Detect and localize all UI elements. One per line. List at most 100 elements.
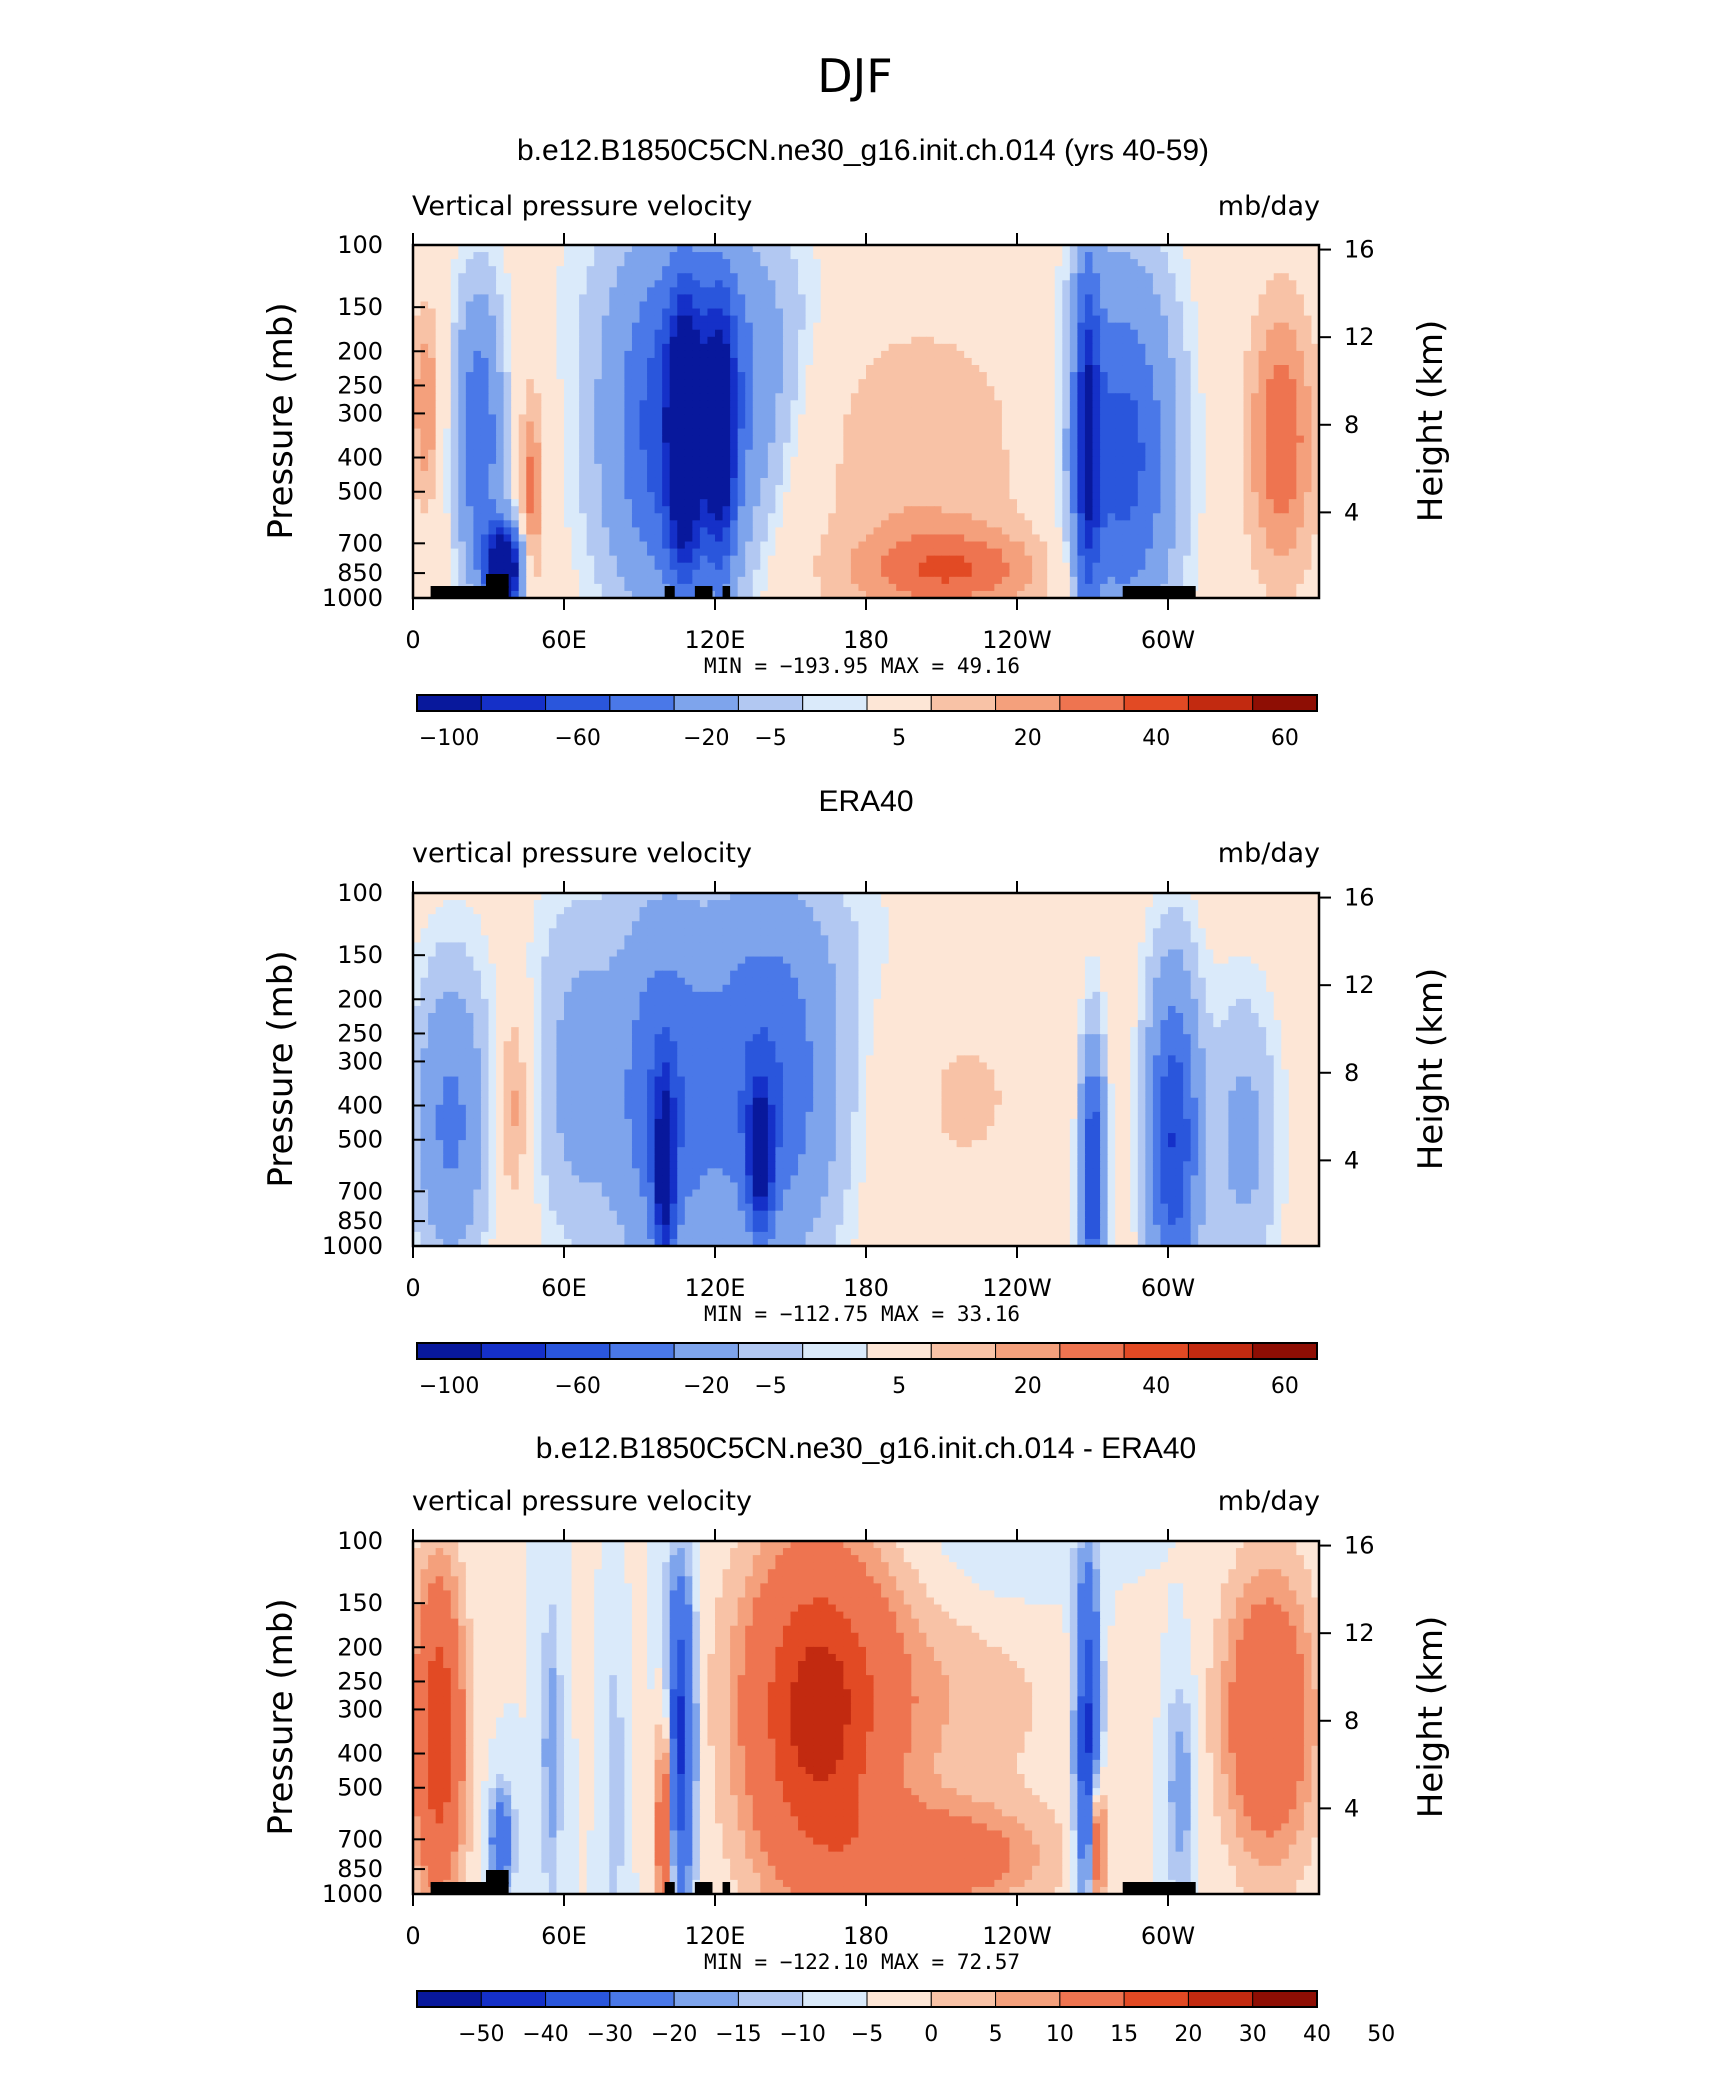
contour-cell — [496, 407, 505, 416]
contour-cell — [631, 315, 641, 324]
contour-cell — [1288, 322, 1297, 331]
contour-cell — [1273, 435, 1282, 444]
contour-cell — [1047, 463, 1056, 472]
contour-cell — [594, 463, 603, 472]
contour-cell — [964, 449, 973, 458]
contour-cell — [526, 477, 535, 486]
contour-cell — [730, 513, 739, 521]
contour-cell — [662, 400, 671, 408]
contour-cell — [896, 259, 905, 267]
contour-cell — [805, 252, 814, 260]
contour-cell — [918, 506, 927, 514]
contour-cell — [1235, 470, 1245, 479]
contour-cell — [586, 477, 595, 486]
contour-cell — [654, 485, 663, 493]
contour-cell — [949, 266, 958, 274]
contour-cell — [586, 400, 595, 408]
contour-cell — [1190, 280, 1199, 288]
contour-cell — [805, 513, 814, 521]
contour-cell — [1137, 393, 1146, 401]
contour-cell — [480, 513, 490, 521]
contour-cell — [1303, 336, 1313, 345]
contour-cell — [609, 386, 618, 394]
contour-cell — [1168, 435, 1177, 444]
contour-cell — [511, 485, 520, 493]
contour-cell — [979, 527, 988, 536]
contour-cell — [496, 245, 505, 253]
contour-cell — [662, 506, 671, 514]
contour-cell — [737, 393, 746, 401]
contour-cell — [994, 301, 1003, 310]
contour-cell — [1152, 400, 1162, 408]
contour-cell — [511, 534, 520, 543]
contour-cell — [677, 245, 686, 253]
contour-cell — [654, 357, 663, 366]
contour-cell — [601, 322, 610, 331]
contour-cell — [579, 428, 588, 437]
contour-cell — [866, 463, 875, 472]
contour-cell — [911, 329, 920, 338]
contour-cell — [941, 527, 950, 536]
contour-cell — [1303, 266, 1313, 274]
contour-cell — [896, 280, 905, 288]
contour-cell — [1311, 428, 1320, 437]
contour-cell — [1168, 449, 1177, 458]
contour-cell — [1077, 463, 1086, 472]
contour-cell — [473, 477, 482, 486]
contour-cell — [1288, 506, 1297, 514]
contour-cell — [1054, 315, 1063, 324]
contour-cell — [1017, 449, 1026, 458]
contour-cell — [1047, 329, 1056, 338]
contour-cell — [760, 463, 769, 472]
contour-cell — [1160, 301, 1169, 310]
contour-cell — [790, 280, 799, 288]
contour-cell — [926, 485, 935, 493]
contour-cell — [692, 506, 701, 514]
contour-cell — [488, 492, 497, 500]
contour-cell — [1251, 266, 1260, 274]
contour-cell — [1062, 485, 1071, 493]
contour-cell — [1198, 308, 1207, 317]
contour-cell — [420, 421, 429, 430]
contour-cell — [511, 365, 520, 373]
contour-cell — [866, 485, 875, 493]
contour-cell — [896, 386, 905, 394]
contour-cell — [1001, 273, 1011, 281]
contour-cell — [692, 386, 701, 394]
contour-cell — [843, 301, 852, 310]
contour-cell — [541, 506, 550, 514]
contour-cell — [813, 365, 822, 373]
contour-cell — [533, 280, 542, 288]
contour-cell — [624, 477, 633, 486]
contour-cell — [745, 407, 754, 416]
contour-cell — [1266, 308, 1275, 317]
contour-cell — [1251, 470, 1260, 479]
contour-cell — [526, 393, 535, 401]
contour-cell — [722, 449, 731, 458]
contour-cell — [979, 414, 988, 423]
contour-cell — [1311, 513, 1320, 521]
contour-cell — [616, 245, 625, 253]
contour-cell — [760, 400, 769, 408]
contour-cell — [647, 534, 656, 543]
contour-cell — [1009, 372, 1018, 380]
contour-cell — [1077, 273, 1086, 281]
contour-cell — [715, 492, 724, 500]
contour-cell — [488, 259, 497, 267]
contour-cell — [1130, 245, 1139, 253]
contour-cell — [594, 386, 603, 394]
contour-cell — [548, 485, 558, 493]
contour-cell — [903, 287, 912, 296]
contour-cell — [843, 499, 852, 507]
contour-cell — [548, 280, 558, 288]
contour-cell — [579, 280, 588, 288]
contour-cell — [1281, 414, 1290, 423]
contour-cell — [1266, 259, 1275, 267]
contour-cell — [669, 266, 678, 274]
contour-cell — [518, 266, 527, 274]
contour-cell — [435, 372, 444, 380]
contour-cell — [654, 259, 663, 267]
contour-cell — [1077, 400, 1086, 408]
contour-cell — [790, 470, 799, 479]
contour-cell — [722, 357, 731, 366]
